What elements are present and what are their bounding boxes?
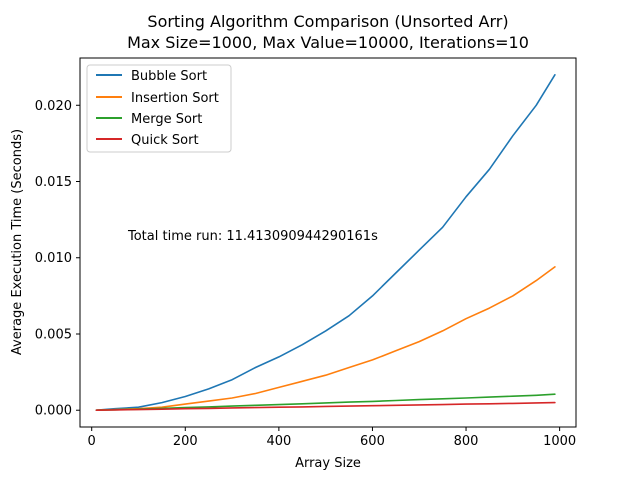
y-tick-label: 0.005 — [35, 327, 72, 342]
series-line-bubble-sort — [95, 74, 556, 412]
x-tick-label: 200 — [173, 434, 198, 449]
legend-label-quick-sort: Quick Sort — [131, 133, 199, 148]
legend-label-bubble-sort: Bubble Sort — [131, 69, 207, 84]
y-tick-label: 0.020 — [35, 99, 72, 114]
series-line-quick-sort — [95, 401, 556, 412]
y-tick-label: 0.000 — [35, 404, 72, 419]
x-tick-label: 800 — [454, 434, 479, 449]
legend-label-merge-sort: Merge Sort — [131, 112, 202, 127]
total-time-annotation: Total time run: 11.413090944290161s — [127, 229, 378, 244]
x-tick-label: 0 — [88, 434, 96, 449]
legend-box — [86, 64, 232, 153]
x-tick-label: 600 — [360, 434, 385, 449]
chart-title: Sorting Algorithm Comparison (Unsorted A… — [147, 12, 508, 31]
legend: Bubble Sort Insertion Sort Merge Sort Qu… — [86, 64, 232, 153]
x-axis-label: Array Size — [295, 456, 361, 471]
chart-subtitle: Max Size=1000, Max Value=10000, Iteratio… — [127, 33, 529, 52]
plot-frame — [79, 57, 577, 428]
x-tick-label: 1000 — [543, 434, 576, 449]
y-tick-label: 0.010 — [35, 251, 72, 266]
x-tick-label: 400 — [266, 434, 291, 449]
series-line-insertion-sort — [95, 266, 556, 412]
y-axis-label: Average Execution Time (Seconds) — [10, 129, 25, 355]
series-line-merge-sort — [95, 393, 556, 412]
y-tick-label: 0.015 — [35, 175, 72, 190]
legend-label-insertion-sort: Insertion Sort — [131, 91, 219, 106]
plot-area — [95, 74, 556, 412]
